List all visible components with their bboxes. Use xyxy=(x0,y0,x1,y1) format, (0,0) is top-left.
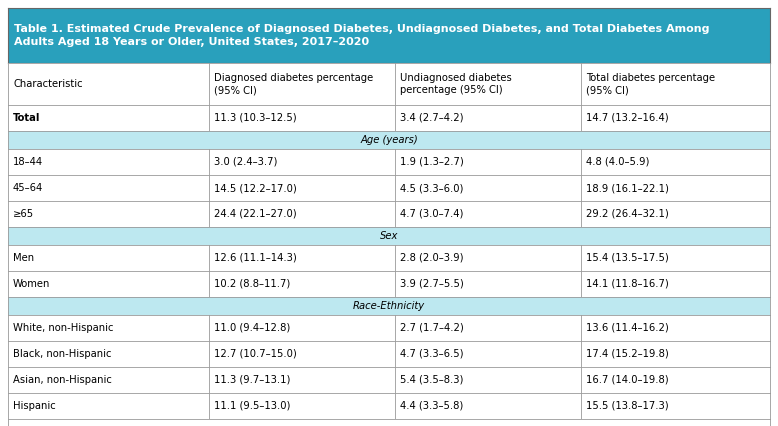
Text: 29.2 (26.4–32.1): 29.2 (26.4–32.1) xyxy=(586,209,669,219)
Text: Age (years): Age (years) xyxy=(360,135,418,145)
Text: 3.4 (2.7–4.2): 3.4 (2.7–4.2) xyxy=(400,113,464,123)
Text: 10.2 (8.8–11.7): 10.2 (8.8–11.7) xyxy=(214,279,290,289)
Text: 2.8 (2.0–3.9): 2.8 (2.0–3.9) xyxy=(400,253,464,263)
Text: Asian, non-Hispanic: Asian, non-Hispanic xyxy=(13,375,112,385)
Text: 1.9 (1.3–2.7): 1.9 (1.3–2.7) xyxy=(400,157,464,167)
Text: Sex: Sex xyxy=(380,231,398,241)
Text: Table 1. Estimated Crude Prevalence of Diagnosed Diabetes, Undiagnosed Diabetes,: Table 1. Estimated Crude Prevalence of D… xyxy=(14,24,710,47)
Text: Total: Total xyxy=(13,113,40,123)
Text: Men: Men xyxy=(13,253,34,263)
Text: 3.9 (2.7–5.5): 3.9 (2.7–5.5) xyxy=(400,279,464,289)
Text: 15.4 (13.5–17.5): 15.4 (13.5–17.5) xyxy=(586,253,669,263)
Text: 17.4 (15.2–19.8): 17.4 (15.2–19.8) xyxy=(586,349,669,359)
Text: Total diabetes percentage
(95% CI): Total diabetes percentage (95% CI) xyxy=(586,72,715,95)
Text: 18.9 (16.1–22.1): 18.9 (16.1–22.1) xyxy=(586,183,669,193)
Text: White, non-Hispanic: White, non-Hispanic xyxy=(13,323,114,333)
Text: 11.1 (9.5–13.0): 11.1 (9.5–13.0) xyxy=(214,401,290,411)
Text: 11.3 (9.7–13.1): 11.3 (9.7–13.1) xyxy=(214,375,290,385)
Text: 4.4 (3.3–5.8): 4.4 (3.3–5.8) xyxy=(400,401,463,411)
Text: Characteristic: Characteristic xyxy=(13,79,82,89)
Text: Race-Ethnicity: Race-Ethnicity xyxy=(353,301,425,311)
Text: 14.5 (12.2–17.0): 14.5 (12.2–17.0) xyxy=(214,183,296,193)
Text: 5.4 (3.5–8.3): 5.4 (3.5–8.3) xyxy=(400,375,464,385)
Text: 4.8 (4.0–5.9): 4.8 (4.0–5.9) xyxy=(586,157,650,167)
Text: 12.7 (10.7–15.0): 12.7 (10.7–15.0) xyxy=(214,349,296,359)
Text: 11.0 (9.4–12.8): 11.0 (9.4–12.8) xyxy=(214,323,290,333)
Text: 4.7 (3.0–7.4): 4.7 (3.0–7.4) xyxy=(400,209,464,219)
Text: Diagnosed diabetes percentage
(95% CI): Diagnosed diabetes percentage (95% CI) xyxy=(214,72,373,95)
Text: Undiagnosed diabetes
percentage (95% CI): Undiagnosed diabetes percentage (95% CI) xyxy=(400,72,512,95)
Text: 13.6 (11.4–16.2): 13.6 (11.4–16.2) xyxy=(586,323,669,333)
Text: Black, non-Hispanic: Black, non-Hispanic xyxy=(13,349,111,359)
Text: 14.7 (13.2–16.4): 14.7 (13.2–16.4) xyxy=(586,113,668,123)
Text: 3.0 (2.4–3.7): 3.0 (2.4–3.7) xyxy=(214,157,278,167)
Text: 4.5 (3.3–6.0): 4.5 (3.3–6.0) xyxy=(400,183,464,193)
Text: 45–64: 45–64 xyxy=(13,183,44,193)
Text: 2.7 (1.7–4.2): 2.7 (1.7–4.2) xyxy=(400,323,464,333)
Text: 12.6 (11.1–14.3): 12.6 (11.1–14.3) xyxy=(214,253,296,263)
Text: 14.1 (11.8–16.7): 14.1 (11.8–16.7) xyxy=(586,279,669,289)
Text: 4.7 (3.3–6.5): 4.7 (3.3–6.5) xyxy=(400,349,464,359)
Text: ≥65: ≥65 xyxy=(13,209,34,219)
Text: 18–44: 18–44 xyxy=(13,157,43,167)
Text: 11.3 (10.3–12.5): 11.3 (10.3–12.5) xyxy=(214,113,296,123)
Text: Hispanic: Hispanic xyxy=(13,401,56,411)
Text: 16.7 (14.0–19.8): 16.7 (14.0–19.8) xyxy=(586,375,668,385)
Text: Women: Women xyxy=(13,279,51,289)
Text: 15.5 (13.8–17.3): 15.5 (13.8–17.3) xyxy=(586,401,668,411)
Text: 24.4 (22.1–27.0): 24.4 (22.1–27.0) xyxy=(214,209,296,219)
